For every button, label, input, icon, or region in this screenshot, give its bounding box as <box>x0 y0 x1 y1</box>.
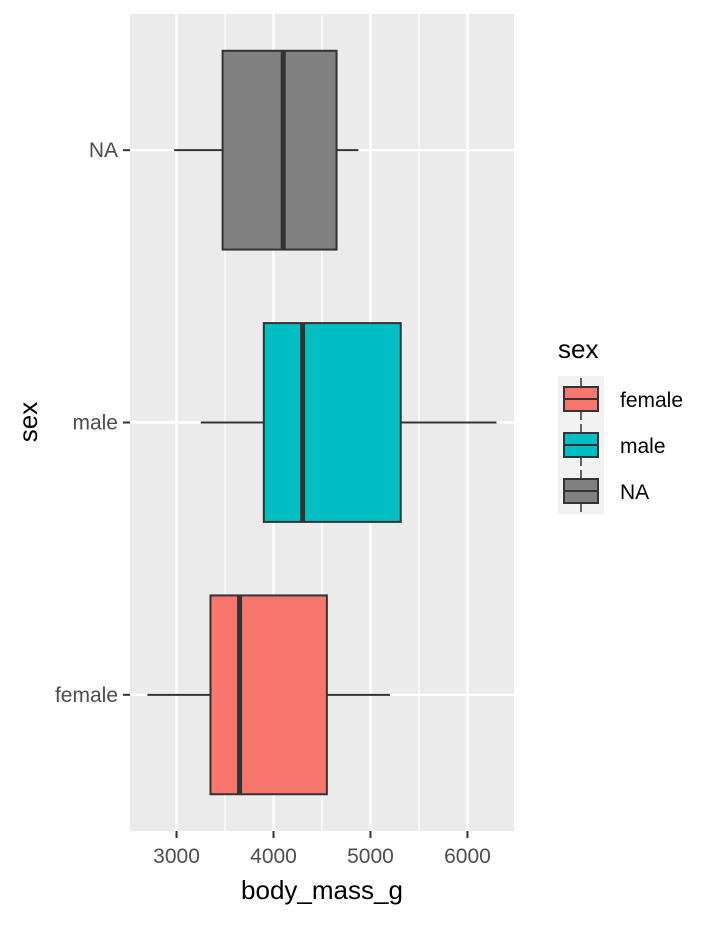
y-tick-label: female <box>55 684 118 707</box>
box-na <box>174 49 359 251</box>
box-male <box>200 322 497 523</box>
legend: sex female male NA <box>558 334 683 514</box>
box-iqr <box>262 322 402 523</box>
x-axis-title: body_mass_g <box>241 875 403 905</box>
y-tick-label: male <box>72 412 118 435</box>
y-axis: NA male female <box>55 139 130 707</box>
x-axis: 3000 4000 5000 6000 <box>153 831 491 868</box>
legend-label: male <box>620 435 666 458</box>
y-axis-title: sex <box>13 402 43 442</box>
x-tick-label: 5000 <box>347 845 394 868</box>
y-tick-label: NA <box>89 139 118 162</box>
legend-item-na: NA <box>558 468 649 514</box>
legend-label: female <box>620 389 683 412</box>
x-tick-label: 4000 <box>250 845 297 868</box>
legend-title: sex <box>558 334 598 364</box>
legend-label: NA <box>620 481 649 504</box>
x-tick-label: 6000 <box>444 845 491 868</box>
legend-item-female: female <box>558 376 683 422</box>
box-iqr <box>221 49 338 251</box>
legend-item-male: male <box>558 422 666 468</box>
x-tick-label: 3000 <box>153 845 200 868</box>
boxplots <box>147 49 497 796</box>
box-iqr <box>209 594 328 796</box>
box-female <box>147 594 390 796</box>
